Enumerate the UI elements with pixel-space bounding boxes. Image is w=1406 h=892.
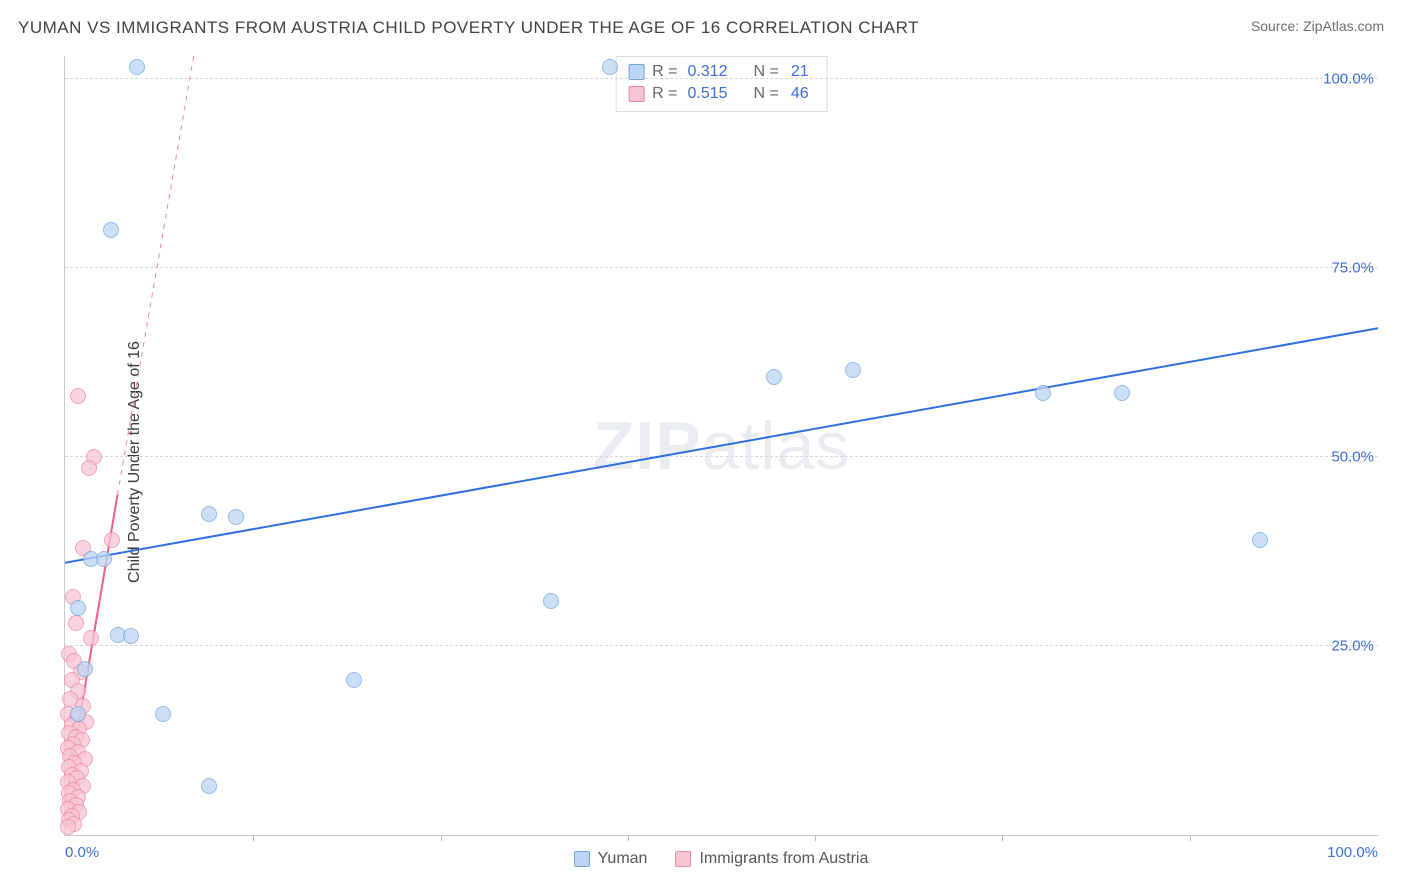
legend-correlation: R = 0.312 N = 21 R = 0.515 N = 46 [615,56,828,112]
legend-item-yuman: Yuman [574,850,648,868]
y-tick-label: 50.0% [1331,448,1374,465]
point-yuman [201,506,217,522]
legend-row-yuman: R = 0.312 N = 21 [628,61,815,83]
chart-container: Child Poverty Under the Age of 16 ZIPatl… [18,50,1388,874]
trend-overlay [65,56,1378,835]
point-yuman [201,778,217,794]
x-tick-mark [253,835,254,841]
point-austria [83,630,99,646]
legend-label-austria: Immigrants from Austria [699,850,868,868]
point-yuman [155,706,171,722]
n-label: N = [754,83,779,105]
y-tick-label: 25.0% [1331,637,1374,654]
point-yuman [77,661,93,677]
point-yuman [123,628,139,644]
n-value-austria: 46 [791,83,815,105]
point-yuman [103,222,119,238]
point-austria [70,388,86,404]
y-tick-label: 75.0% [1331,259,1374,276]
x-tick-mark [628,835,629,841]
swatch-yuman [574,851,590,867]
legend-series: Yuman Immigrants from Austria [64,850,1378,868]
y-tick-label: 100.0% [1323,70,1374,87]
watermark: ZIPatlas [593,407,850,485]
point-austria [68,615,84,631]
point-yuman [845,362,861,378]
watermark-bold: ZIP [593,408,702,484]
point-austria [60,819,76,835]
gridline-horizontal [65,456,1378,457]
point-yuman [766,369,782,385]
legend-item-austria: Immigrants from Austria [675,850,868,868]
trendline-austria-extrapolate [118,56,203,495]
point-yuman [1252,532,1268,548]
legend-row-austria: R = 0.515 N = 46 [628,83,815,105]
n-value-yuman: 21 [791,61,815,83]
point-yuman [543,593,559,609]
n-label: N = [754,61,779,83]
chart-title: YUMAN VS IMMIGRANTS FROM AUSTRIA CHILD P… [18,18,919,38]
plot-area: ZIPatlas R = 0.312 N = 21 R = 0.515 N = … [64,56,1378,836]
gridline-horizontal [65,645,1378,646]
x-tick-mark [1190,835,1191,841]
swatch-austria [675,851,691,867]
r-label: R = [652,83,677,105]
gridline-horizontal [65,78,1378,79]
x-tick-mark [1002,835,1003,841]
point-austria [81,460,97,476]
header-row: YUMAN VS IMMIGRANTS FROM AUSTRIA CHILD P… [0,0,1406,46]
point-yuman [228,509,244,525]
point-yuman [1035,385,1051,401]
x-tick-mark [815,835,816,841]
point-yuman [70,706,86,722]
source-attribution: Source: ZipAtlas.com [1251,18,1384,34]
watermark-rest: atlas [702,408,851,484]
x-tick-mark [441,835,442,841]
point-yuman [1114,385,1130,401]
gridline-horizontal [65,267,1378,268]
legend-label-yuman: Yuman [598,850,648,868]
point-yuman [129,59,145,75]
point-austria [104,532,120,548]
point-yuman [96,551,112,567]
swatch-austria [628,86,644,102]
trendline-yuman [65,328,1378,562]
r-value-yuman: 0.312 [688,61,736,83]
r-label: R = [652,61,677,83]
r-value-austria: 0.515 [688,83,736,105]
point-yuman [602,59,618,75]
point-yuman [346,672,362,688]
point-yuman [70,600,86,616]
